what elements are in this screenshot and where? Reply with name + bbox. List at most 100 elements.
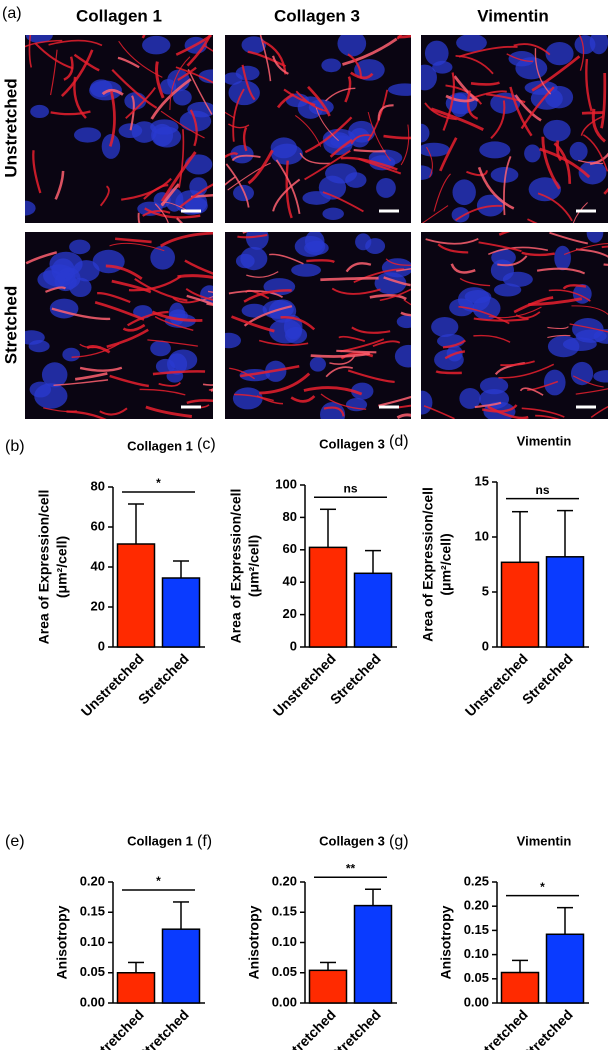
fiber	[127, 310, 169, 327]
fiber	[534, 48, 552, 95]
micrograph	[421, 35, 608, 223]
nucleus	[424, 40, 449, 66]
fiber	[109, 374, 149, 388]
y-axis-label: Anisotropy	[54, 905, 70, 979]
fiber	[433, 173, 451, 212]
fiber	[350, 134, 373, 145]
fiber	[280, 315, 316, 331]
nucleus	[502, 271, 533, 287]
fiber	[490, 100, 506, 140]
fiber	[474, 401, 502, 409]
nucleus	[173, 89, 192, 106]
y-axis-label: (μm²/cell)	[438, 533, 454, 595]
nucleus	[515, 57, 548, 80]
fiber	[160, 151, 197, 203]
fiber	[259, 35, 272, 82]
fiber	[397, 35, 411, 39]
fiber	[539, 147, 591, 179]
nucleus	[150, 340, 171, 357]
significance-label: *	[156, 476, 161, 490]
fiber	[53, 379, 109, 386]
fiber	[513, 43, 551, 56]
fiber	[555, 140, 563, 162]
fiber	[396, 413, 411, 419]
micrograph	[225, 35, 411, 223]
fiber	[303, 386, 363, 396]
micrograph	[25, 232, 213, 419]
panel-label: (e)	[5, 833, 25, 850]
nucleus	[570, 361, 594, 386]
fiber	[128, 275, 182, 292]
y-tick-label: 0.20	[464, 898, 489, 913]
fiber	[139, 388, 186, 396]
fiber	[101, 88, 124, 96]
y-tick-label: 0	[98, 638, 105, 653]
nucleus	[554, 245, 571, 271]
nucleus	[225, 332, 241, 349]
fiber	[353, 268, 405, 283]
nucleus	[302, 191, 331, 205]
significance-label: ns	[343, 481, 357, 495]
nucleus	[142, 35, 171, 55]
bar	[545, 556, 585, 648]
fiber	[151, 310, 203, 322]
nucleus	[41, 362, 68, 388]
fiber	[603, 263, 608, 266]
fiber	[111, 68, 158, 109]
fiber	[225, 163, 250, 208]
nucleus	[452, 179, 476, 206]
nucleus	[28, 340, 50, 353]
fiber	[351, 326, 391, 334]
fiber	[150, 78, 192, 120]
fiber	[283, 88, 316, 106]
fiber	[377, 104, 394, 121]
nucleus	[547, 335, 580, 358]
fiber	[569, 323, 608, 333]
y-tick-label: 0.05	[80, 964, 105, 979]
fiber	[186, 399, 213, 405]
fiber	[519, 387, 544, 396]
fiber	[51, 307, 111, 321]
fiber	[206, 302, 213, 307]
nucleus	[396, 315, 411, 329]
fiber	[147, 339, 198, 347]
nucleus	[325, 163, 358, 184]
y-tick-label: 20	[283, 606, 297, 621]
fiber	[358, 157, 402, 175]
x-tick-label: Stretched	[519, 1006, 576, 1050]
fiber	[541, 136, 561, 190]
fiber	[487, 405, 529, 419]
fiber	[152, 370, 206, 376]
fiber	[185, 288, 213, 301]
panel-label: (f)	[197, 833, 212, 850]
fiber	[160, 183, 181, 207]
fiber	[122, 323, 146, 332]
nucleus	[376, 177, 396, 198]
fiber	[227, 162, 271, 191]
y-tick-label: 0.05	[464, 970, 489, 985]
bar	[161, 928, 201, 1004]
y-axis-label: Anisotropy	[246, 905, 262, 979]
fiber	[520, 86, 555, 130]
y-tick-label: 60	[283, 541, 297, 556]
fiber	[329, 138, 353, 158]
nucleus	[479, 377, 509, 395]
fiber	[488, 306, 542, 319]
fiber	[228, 290, 284, 299]
fiber	[144, 207, 201, 219]
bar	[116, 972, 156, 1004]
fiber	[442, 72, 455, 131]
nucleus	[54, 271, 77, 292]
fiber	[322, 191, 364, 213]
fiber	[179, 183, 213, 208]
x-tick-label: Unstretched	[270, 650, 339, 719]
fiber	[340, 156, 398, 171]
fiber	[372, 340, 401, 348]
fiber	[531, 55, 581, 92]
fiber	[295, 90, 327, 112]
nucleus	[168, 302, 186, 326]
fiber	[498, 363, 555, 379]
fiber	[243, 289, 292, 303]
nucleus	[569, 141, 588, 161]
y-axis-label: Area of Expression/cell	[228, 489, 244, 644]
